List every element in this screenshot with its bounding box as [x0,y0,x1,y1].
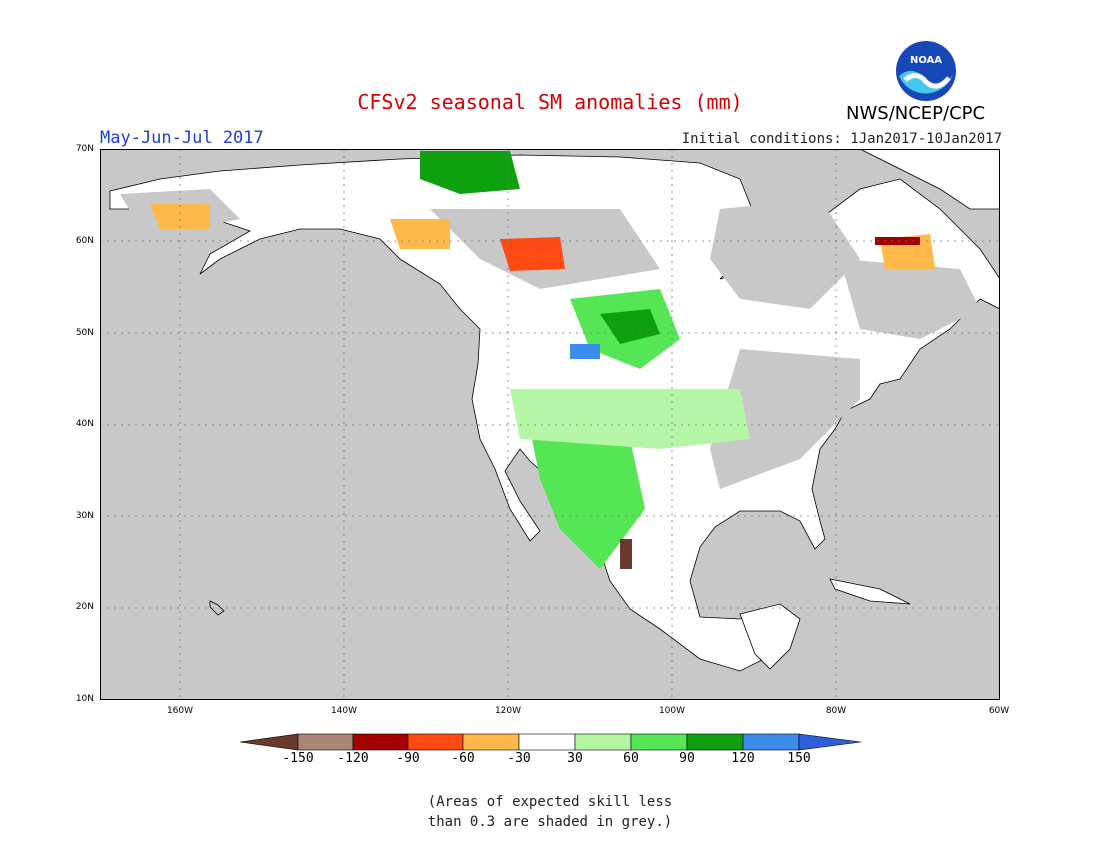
wet-anomaly-southwest [530,429,645,569]
forecast-period: May-Jun-Jul 2017 [100,128,264,148]
central-america-land [739,603,801,670]
grey-southeast-us [710,349,860,489]
map-frame [100,149,1000,700]
lat-label-20n: 20N [75,602,94,612]
skill-note-line-1: (Areas of expected skill less [427,794,673,810]
lat-label-40n: 40N [75,419,94,429]
dry-anomaly-alaska [150,204,210,229]
colorbar-label-neg90: -90 [396,751,420,766]
lat-label-60n: 60N [75,236,94,246]
lat-label-30n: 30N [75,511,94,521]
colorbar-swatch-1 [297,733,354,751]
colorbar-label-neg120: -120 [337,751,369,766]
cuba-land [829,578,911,605]
wet-anomaly-strong [600,309,660,344]
skill-note: (Areas of expected skill less than 0.3 a… [0,792,1100,832]
colorbar-swatch-6 [574,733,632,751]
lon-label-100w: 100W [658,706,686,716]
grey-quebec [840,259,980,339]
lat-label-70n: 70N [75,144,94,154]
wet-anomaly-blue [570,344,600,359]
lat-label-10n: 10N [75,694,94,704]
colorbar-swatch-3 [407,733,464,751]
noaa-logo: NOAA [896,41,956,101]
color-bar [240,733,862,751]
colorbar-label-90: 90 [679,751,695,766]
initial-conditions: Initial conditions: 1Jan2017-10Jan2017 [681,131,1002,147]
colorbar-label-150: 150 [787,751,811,766]
lon-label-140w: 140W [330,706,358,716]
colorbar-label-60: 60 [623,751,639,766]
colorbar-swatch-5 [518,733,576,751]
colorbar-swatch-2 [352,733,409,751]
colorbar-swatch-0 [240,733,299,751]
lat-label-50n: 50N [75,328,94,338]
colorbar-swatch-9 [742,733,800,751]
colorbar-label-neg60: -60 [451,751,475,766]
dry-anomaly-labrador-dark [875,237,920,245]
agency-label: NWS/NCEP/CPC [846,103,986,124]
colorbar-swatch-7 [630,733,688,751]
wet-anomaly-light [510,389,750,449]
colorbar-swatch-8 [686,733,744,751]
greenland-land [859,149,1000,210]
lon-label-160w: 160W [166,706,194,716]
colorbar-label-120: 120 [731,751,755,766]
grey-hudson-bay [710,199,860,309]
anomaly-map [100,149,1000,700]
graticule [100,149,1000,700]
colorbar-label-neg150: -150 [282,751,314,766]
dry-anomaly-mexico [620,539,632,569]
map-title: CFSv2 seasonal SM anomalies (mm) [357,90,743,114]
lon-label-120w: 120W [494,706,522,716]
colorbar-swatch-4 [462,733,520,751]
noaa-logo-gull [903,73,951,89]
hawaii-islands [209,600,225,616]
dry-anomaly-canada-red [500,237,565,271]
colorbar-swatch-10 [798,733,862,751]
wet-anomaly-arctic [420,151,520,194]
dry-anomaly-yukon [390,219,450,249]
skill-note-line-2: than 0.3 are shaded in grey.) [427,814,673,830]
noaa-logo-text: NOAA [910,55,942,66]
lon-label-60w: 60W [988,706,1010,716]
colorbar-label-neg30: -30 [507,751,531,766]
lon-label-80w: 80W [825,706,847,716]
colorbar-label-30: 30 [567,751,583,766]
